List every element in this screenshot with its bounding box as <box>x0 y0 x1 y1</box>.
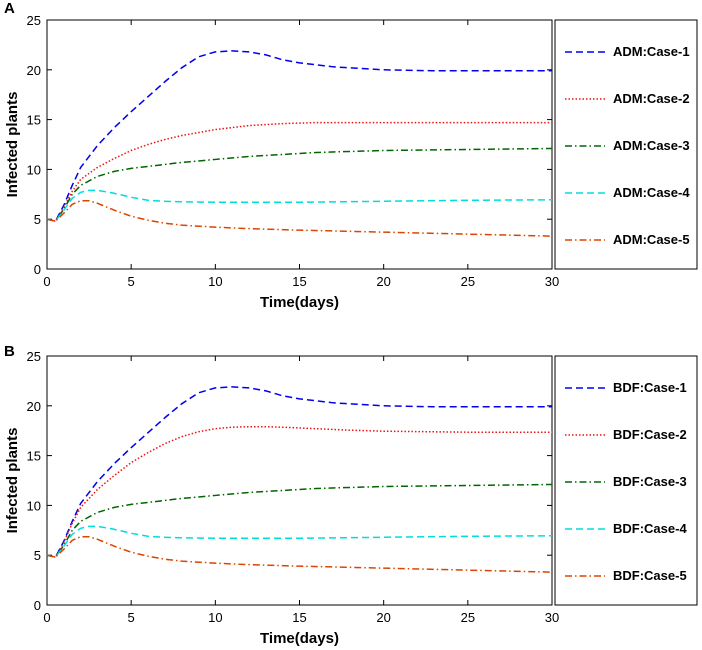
x-axis-label: Time(days) <box>260 294 339 311</box>
panel-a: A 0 5 10 15 20 25 30 0 5 10 15 20 25 Time(days) Infecte… <box>4 0 698 311</box>
y-tick-label: 20 <box>27 399 41 414</box>
series-line-5 <box>46 536 553 573</box>
x-tick-label: 10 <box>208 610 222 625</box>
legend-entry: ADM:Case-1 <box>613 44 690 59</box>
y-tick-label: 15 <box>27 113 41 128</box>
y-axis-label: Infected plants <box>4 428 21 534</box>
y-tick-label: 5 <box>34 212 41 227</box>
y-tick-label: 0 <box>34 262 41 277</box>
y-tick-label: 15 <box>27 449 41 464</box>
x-tick-label: 5 <box>128 610 135 625</box>
legend-entry: ADM:Case-2 <box>613 91 690 106</box>
x-tick-label: 30 <box>545 274 559 289</box>
legend-box <box>554 355 698 606</box>
panel-label: B <box>4 343 15 360</box>
panel-label: A <box>4 0 15 17</box>
x-tick-label: 5 <box>128 274 135 289</box>
series-line-2 <box>46 121 552 222</box>
legend-box <box>554 19 698 270</box>
legend-entry: ADM:Case-5 <box>613 232 690 247</box>
y-tick-label: 25 <box>27 349 41 364</box>
legend-entry: BDF:Case-2 <box>613 427 687 442</box>
x-tick-label: 15 <box>292 274 306 289</box>
legend-entry: ADM:Case-4 <box>613 185 690 200</box>
x-tick-label: 25 <box>461 274 475 289</box>
series-line-5 <box>46 200 553 237</box>
series-line-1 <box>46 50 552 222</box>
legend-entry: BDF:Case-1 <box>613 380 687 395</box>
legend-entry: ADM:Case-3 <box>613 138 690 153</box>
y-tick-label: 10 <box>27 498 41 513</box>
x-tick-label: 20 <box>376 274 390 289</box>
legend-entry: BDF:Case-5 <box>613 568 687 583</box>
x-tick-label: 15 <box>292 610 306 625</box>
x-tick-label: 20 <box>376 610 390 625</box>
y-axis-label: Infected plants <box>4 92 21 198</box>
plot-frame <box>46 19 553 270</box>
legend-entry: BDF:Case-4 <box>613 521 687 536</box>
y-tick-label: 5 <box>34 548 41 563</box>
y-tick-label: 20 <box>27 63 41 78</box>
plot-frame <box>46 355 553 606</box>
x-axis-label: Time(days) <box>260 630 339 647</box>
y-tick-label: 0 <box>34 598 41 613</box>
x-tick-label: 25 <box>461 610 475 625</box>
x-tick-label: 30 <box>545 610 559 625</box>
x-tick-label: 0 <box>43 610 50 625</box>
x-tick-label: 10 <box>208 274 222 289</box>
y-tick-label: 25 <box>27 13 41 28</box>
panel-b: B 0 5 10 15 20 25 30 0 5 10 15 20 25 Time(days) Infecte… <box>4 343 698 647</box>
legend-entry: BDF:Case-3 <box>613 474 687 489</box>
x-tick-label: 0 <box>43 274 50 289</box>
series-line-1 <box>46 386 552 558</box>
y-tick-label: 10 <box>27 162 41 177</box>
